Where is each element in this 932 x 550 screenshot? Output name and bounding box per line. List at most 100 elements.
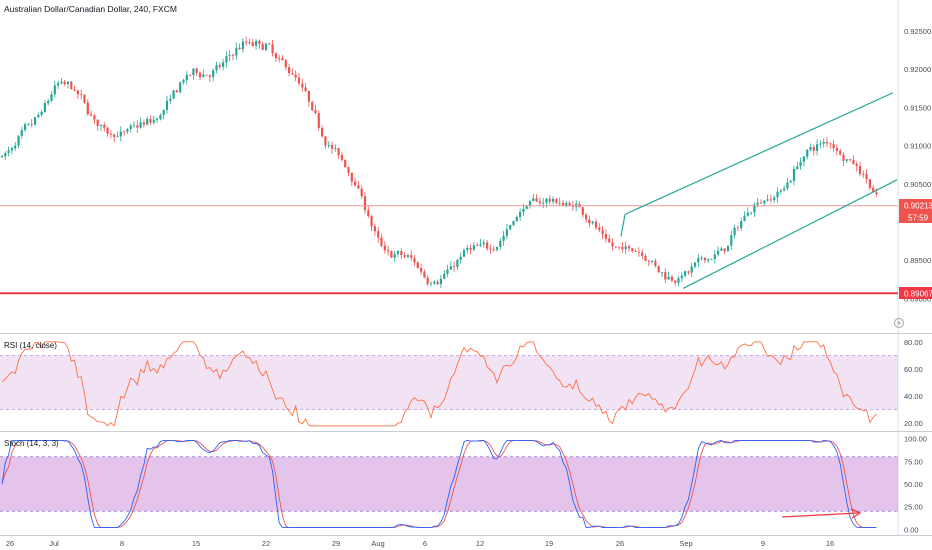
candle-body[interactable]: [792, 169, 796, 181]
candle-body[interactable]: [687, 271, 690, 273]
candle-body[interactable]: [753, 204, 756, 213]
candle-body[interactable]: [436, 281, 439, 285]
candle-body[interactable]: [604, 234, 607, 239]
candle-body[interactable]: [324, 136, 327, 146]
candle-body[interactable]: [165, 100, 169, 110]
candle-body[interactable]: [486, 242, 489, 249]
candle-body[interactable]: [182, 80, 185, 83]
candle-body[interactable]: [740, 221, 743, 229]
candle-body[interactable]: [779, 190, 782, 192]
candle-body[interactable]: [703, 257, 706, 261]
candle-body[interactable]: [839, 150, 842, 155]
candle-body[interactable]: [14, 145, 17, 149]
candle-body[interactable]: [274, 53, 277, 58]
candle-body[interactable]: [825, 141, 829, 144]
candle-body[interactable]: [423, 271, 426, 278]
candle-body[interactable]: [845, 159, 848, 161]
candle-body[interactable]: [693, 262, 697, 267]
candle-body[interactable]: [327, 145, 330, 146]
candle-body[interactable]: [865, 174, 868, 180]
candle-body[interactable]: [10, 148, 13, 151]
candle-body[interactable]: [304, 87, 307, 91]
candle-body[interactable]: [476, 245, 479, 247]
candle-body[interactable]: [858, 166, 862, 174]
candle-body[interactable]: [20, 130, 23, 136]
candle-body[interactable]: [363, 196, 367, 211]
candle-body[interactable]: [641, 252, 644, 256]
candle-body[interactable]: [627, 246, 631, 249]
candle-body[interactable]: [383, 245, 386, 251]
candle-body[interactable]: [499, 240, 502, 247]
candle-body[interactable]: [212, 70, 215, 77]
candle-body[interactable]: [598, 227, 601, 231]
candle-body[interactable]: [390, 251, 393, 258]
candle-body[interactable]: [522, 208, 525, 212]
candle-body[interactable]: [347, 167, 350, 173]
candle-body[interactable]: [231, 55, 235, 56]
candle-body[interactable]: [370, 216, 373, 227]
candle-body[interactable]: [644, 255, 647, 261]
candle-body[interactable]: [294, 74, 297, 78]
candle-body[interactable]: [321, 127, 324, 137]
candle-body[interactable]: [314, 109, 317, 114]
candle-body[interactable]: [462, 250, 466, 257]
candle-body[interactable]: [317, 113, 320, 128]
candle-body[interactable]: [862, 173, 865, 175]
candle-body[interactable]: [849, 159, 852, 161]
candle-body[interactable]: [271, 44, 274, 54]
candle-body[interactable]: [420, 268, 423, 272]
candle-body[interactable]: [548, 198, 551, 202]
candle-body[interactable]: [453, 266, 456, 268]
candle-body[interactable]: [647, 260, 650, 262]
arrow-annotation[interactable]: [781, 508, 862, 519]
candle-body[interactable]: [301, 83, 304, 88]
candle-body[interactable]: [852, 160, 855, 164]
candle-body[interactable]: [505, 229, 508, 236]
candle-body[interactable]: [594, 221, 598, 228]
candle-body[interactable]: [743, 215, 746, 222]
channel-lower-line[interactable]: [682, 179, 898, 290]
candle-body[interactable]: [664, 272, 667, 280]
candle-body[interactable]: [410, 255, 413, 258]
candle-body[interactable]: [83, 94, 86, 103]
candle-body[interactable]: [311, 101, 314, 110]
candle-body[interactable]: [555, 198, 558, 204]
candle-body[interactable]: [515, 216, 518, 222]
candle-body[interactable]: [93, 115, 96, 120]
candle-body[interactable]: [812, 146, 815, 151]
candle-body[interactable]: [113, 134, 116, 137]
candlestick-series[interactable]: [0, 36, 878, 289]
candle-body[interactable]: [660, 272, 664, 273]
candle-body[interactable]: [80, 94, 83, 96]
candle-body[interactable]: [393, 254, 396, 258]
candle-body[interactable]: [406, 255, 409, 257]
candle-body[interactable]: [786, 182, 789, 189]
candle-body[interactable]: [278, 57, 281, 59]
candle-body[interactable]: [37, 114, 40, 118]
candle-body[interactable]: [439, 278, 442, 285]
candle-body[interactable]: [651, 260, 654, 262]
candle-body[interactable]: [202, 74, 205, 78]
candle-body[interactable]: [159, 115, 162, 120]
candle-body[interactable]: [288, 67, 291, 74]
candle-body[interactable]: [43, 103, 46, 112]
candle-body[interactable]: [773, 197, 776, 200]
candle-body[interactable]: [472, 245, 475, 250]
candle-body[interactable]: [624, 246, 627, 250]
candle-body[interactable]: [618, 246, 621, 248]
candle-body[interactable]: [139, 122, 142, 128]
candle-body[interactable]: [261, 43, 264, 50]
candle-body[interactable]: [657, 265, 660, 273]
candle-body[interactable]: [426, 277, 429, 284]
candle-body[interactable]: [76, 90, 79, 95]
candle-body[interactable]: [588, 219, 591, 224]
candle-body[interactable]: [733, 227, 736, 236]
candle-body[interactable]: [24, 124, 27, 131]
candle-body[interactable]: [819, 143, 822, 145]
candle-body[interactable]: [179, 82, 182, 93]
candle-body[interactable]: [776, 191, 779, 198]
candle-body[interactable]: [152, 120, 155, 123]
candle-body[interactable]: [416, 262, 419, 269]
candle-body[interactable]: [241, 41, 244, 50]
